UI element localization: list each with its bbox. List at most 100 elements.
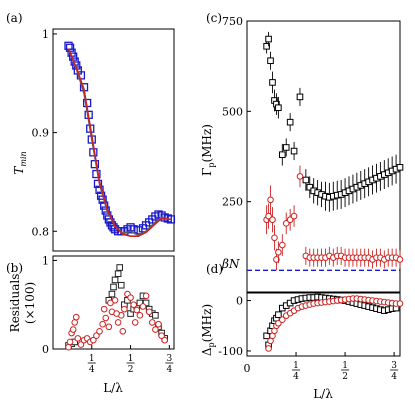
data-point-circle — [100, 305, 108, 313]
xtick-numerator: 1 — [342, 361, 348, 371]
data-point — [134, 226, 143, 235]
xtick-denominator: 4 — [293, 372, 299, 382]
data-point-circle — [131, 319, 139, 326]
xtick-numerator: 1 — [293, 361, 299, 371]
xtick-denominator: 2 — [342, 372, 348, 382]
data-point-square — [296, 93, 304, 101]
data-point-square — [111, 276, 119, 284]
ytick-label: 0.8 — [32, 225, 50, 238]
data-point-circle — [279, 316, 286, 324]
ylabel-b-units: (×100) — [23, 282, 37, 324]
data-point-circle — [65, 343, 72, 351]
data-point-circle — [275, 319, 282, 327]
data-point-circle — [267, 196, 274, 204]
data-point-circle — [145, 308, 153, 316]
data-point-circle — [74, 335, 82, 342]
ylabel-d: Δp(MHz) — [200, 304, 216, 356]
xtick-denominator: 2 — [128, 365, 134, 375]
data-point-circle — [136, 312, 144, 319]
ytick-label: 1 — [42, 254, 49, 267]
data-point-circle — [90, 336, 97, 344]
ytick-label: 250 — [222, 196, 243, 209]
data-point-circle — [72, 313, 80, 321]
data-point-circle — [271, 234, 278, 242]
data-point-circle — [139, 303, 147, 310]
data-point-circle — [152, 326, 159, 333]
xlabel-d: L/λ — [313, 387, 333, 401]
data-point-square — [114, 270, 122, 278]
data-point-circle — [133, 306, 141, 314]
ytick-label: 0.9 — [32, 127, 50, 140]
data-point-circle — [121, 305, 128, 313]
xtick-denominator: 4 — [89, 365, 95, 375]
data-point-square — [116, 264, 124, 271]
data-point-square — [110, 283, 117, 291]
data-point-square — [263, 42, 270, 50]
xtick-numerator: 3 — [166, 354, 172, 364]
data-point-circle — [114, 319, 122, 326]
data-point-circle — [155, 320, 162, 328]
data-point-circle — [142, 292, 150, 300]
data-point-square — [306, 183, 314, 191]
data-point-circle — [102, 314, 110, 322]
fit-line — [67, 48, 171, 237]
beta-n-label: βN — [221, 257, 240, 271]
ytick-label: 750 — [222, 15, 243, 28]
data-point-circle — [158, 332, 165, 340]
data-point-circle — [119, 327, 127, 335]
data-point-circle — [286, 216, 294, 224]
data-point-square — [275, 104, 282, 112]
data-point-circle — [279, 241, 286, 249]
data-point-circle — [99, 320, 106, 328]
ylabel-b: Residuals — [8, 274, 22, 333]
data-point-circle — [96, 327, 103, 335]
data-point-circle — [265, 212, 272, 220]
data-point-circle — [66, 338, 74, 346]
data-point-circle — [396, 256, 404, 263]
data-point-square — [152, 312, 159, 319]
panel-label-d: (d) — [206, 262, 223, 276]
data-point-square — [108, 290, 116, 298]
frame-a — [52, 28, 175, 252]
data-point — [93, 179, 103, 189]
data-point-square — [396, 164, 404, 171]
panel-c-marks: 250 500 750 — [222, 15, 404, 272]
data-point-circle — [290, 212, 298, 220]
data-point-circle — [130, 301, 137, 309]
frame-b — [52, 255, 175, 350]
ytick-label: 1 — [42, 28, 49, 41]
data-point-square — [267, 57, 274, 65]
data-point-circle — [269, 216, 276, 224]
data-point-circle — [69, 326, 77, 333]
ytick-label: 0 — [42, 343, 49, 356]
ylabel-a: Tmin — [12, 151, 28, 174]
data-point-square — [275, 311, 282, 318]
data-point-square — [302, 176, 310, 184]
data-point-square — [269, 79, 276, 86]
data-point-circle — [148, 319, 156, 326]
data-point-circle — [107, 299, 114, 307]
data-point-circle — [161, 336, 168, 344]
frame-d — [246, 292, 401, 357]
ylabel-c: Γp(MHz) — [200, 124, 216, 176]
panel-label-b: (b) — [6, 261, 23, 275]
data-point-circle — [282, 220, 290, 227]
data-point-square — [279, 151, 286, 158]
data-point-circle — [396, 300, 404, 307]
ytick-label: -100 — [218, 345, 243, 358]
data-point-circle — [275, 248, 282, 256]
data-point-circle — [296, 173, 304, 180]
xtick-numerator: 1 — [128, 354, 134, 364]
data-point-circle — [265, 345, 272, 352]
panel-a-marks: 0.8 0.9 1 — [32, 28, 176, 238]
data-point-circle — [77, 341, 85, 348]
data-point-square — [286, 118, 294, 126]
xtick-denominator: 4 — [166, 365, 172, 375]
ytick-label: 500 — [222, 105, 243, 118]
data-point-square — [265, 35, 272, 43]
xtick-numerator: 1 — [89, 354, 95, 364]
panel-label-c: (c) — [206, 11, 222, 25]
